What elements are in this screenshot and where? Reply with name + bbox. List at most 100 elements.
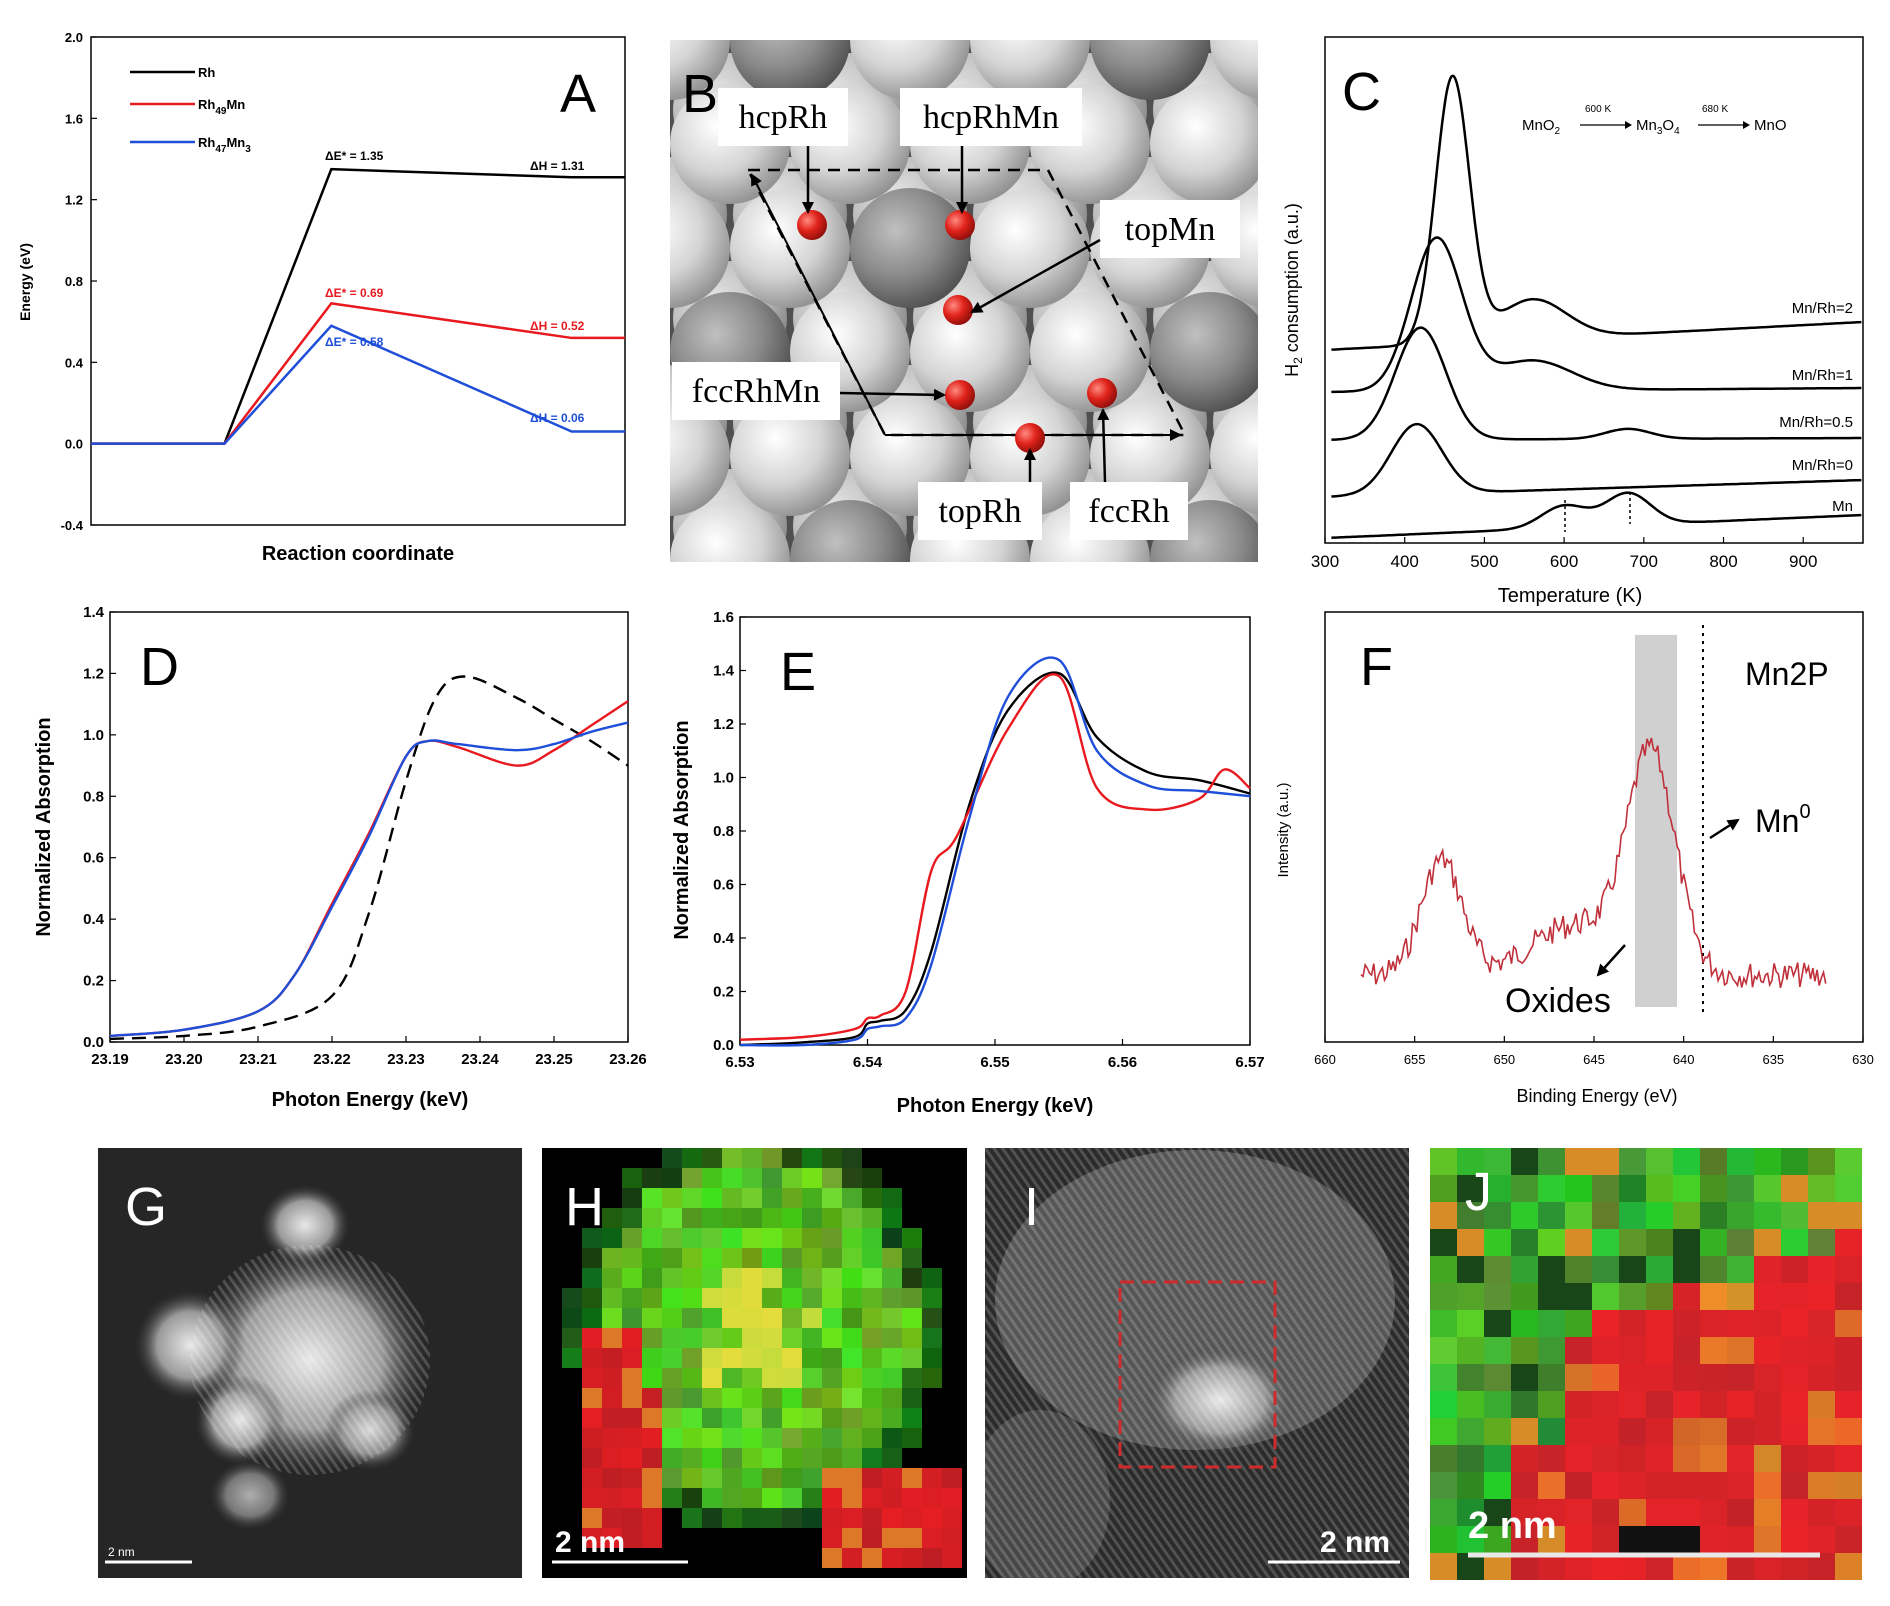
site-top-rh xyxy=(1015,423,1045,453)
substrate-atom-rh xyxy=(1030,292,1150,412)
map-pixel xyxy=(762,1268,782,1288)
map-pixel xyxy=(1430,1229,1457,1256)
map-pixel xyxy=(702,1308,722,1328)
map-pixel xyxy=(1835,1229,1862,1256)
panel-d-ytick-label: 1.4 xyxy=(83,604,105,621)
map-pixel xyxy=(1430,1526,1457,1553)
map-pixel xyxy=(722,1228,742,1248)
map-pixel xyxy=(1781,1499,1808,1526)
map-pixel xyxy=(1727,1202,1754,1229)
map-pixel xyxy=(662,1248,682,1268)
map-pixel xyxy=(1808,1175,1835,1202)
arrow-oxides xyxy=(1596,944,1626,977)
map-pixel xyxy=(1457,1337,1484,1364)
map-pixel xyxy=(702,1388,722,1408)
map-pixel xyxy=(1727,1337,1754,1364)
map-pixel xyxy=(862,1348,882,1368)
panel-e-letter: E xyxy=(780,642,816,702)
map-pixel xyxy=(642,1528,662,1548)
map-pixel xyxy=(742,1468,762,1488)
map-pixel xyxy=(882,1428,902,1448)
map-pixel xyxy=(722,1248,742,1268)
map-pixel xyxy=(682,1208,702,1228)
map-pixel xyxy=(1592,1445,1619,1472)
map-pixel xyxy=(622,1228,642,1248)
map-pixel xyxy=(1646,1364,1673,1391)
map-pixel xyxy=(662,1288,682,1308)
map-pixel xyxy=(1511,1391,1538,1418)
substrate-atom-rh xyxy=(670,396,730,516)
panel-c-xlabel: Temperature (K) xyxy=(1498,585,1643,607)
map-pixel xyxy=(1646,1229,1673,1256)
map-pixel xyxy=(922,1488,942,1508)
map-pixel xyxy=(802,1348,822,1368)
map-pixel xyxy=(842,1488,862,1508)
map-pixel xyxy=(1484,1445,1511,1472)
cell-vector-b xyxy=(751,173,886,436)
map-pixel xyxy=(1457,1202,1484,1229)
map-pixel xyxy=(602,1248,622,1268)
reaction-mno: MnO xyxy=(1754,117,1787,134)
panel-a-ytick-label: 0.0 xyxy=(65,437,83,452)
panel-d-xtick-label: 23.26 xyxy=(609,1051,647,1068)
map-pixel xyxy=(662,1148,682,1168)
map-pixel xyxy=(922,1548,942,1568)
map-pixel xyxy=(1808,1229,1835,1256)
map-pixel xyxy=(722,1348,742,1368)
map-pixel xyxy=(622,1348,642,1368)
map-pixel xyxy=(602,1448,622,1468)
substrate-atom-lower xyxy=(1333,157,1447,271)
map-pixel xyxy=(702,1228,722,1248)
map-pixel xyxy=(922,1468,942,1488)
arrow-mn0 xyxy=(1709,818,1740,840)
map-pixel xyxy=(782,1348,802,1368)
map-pixel xyxy=(1538,1445,1565,1472)
map-pixel xyxy=(642,1348,662,1368)
map-pixel xyxy=(702,1468,722,1488)
map-pixel xyxy=(1538,1283,1565,1310)
map-pixel xyxy=(582,1348,602,1368)
map-pixel xyxy=(942,1488,962,1508)
map-pixel xyxy=(862,1188,882,1208)
map-pixel xyxy=(882,1268,902,1288)
substrate-atom-rh xyxy=(910,292,1030,412)
label-topmn: topMn xyxy=(1125,211,1216,248)
map-pixel xyxy=(1835,1391,1862,1418)
map-pixel xyxy=(882,1508,902,1528)
map-pixel xyxy=(842,1268,862,1288)
map-pixel xyxy=(822,1388,842,1408)
map-pixel xyxy=(682,1388,702,1408)
site-top-mn xyxy=(943,295,973,325)
tpr-curve-mnrh1 xyxy=(1331,236,1862,394)
map-pixel xyxy=(1592,1337,1619,1364)
map-pixel xyxy=(742,1308,762,1328)
map-pixel xyxy=(1619,1445,1646,1472)
map-pixel xyxy=(902,1368,922,1388)
map-pixel xyxy=(1511,1472,1538,1499)
map-pixel xyxy=(1592,1418,1619,1445)
substrate-atom-rh xyxy=(1390,84,1510,204)
label-box-hcprhmn xyxy=(900,88,1082,146)
map-pixel xyxy=(582,1428,602,1448)
map-pixel xyxy=(1754,1337,1781,1364)
site-fcc-rh xyxy=(1087,378,1117,408)
map-pixel xyxy=(702,1288,722,1308)
map-pixel xyxy=(1700,1148,1727,1175)
tpr-curve-mnrh2 xyxy=(1331,74,1862,351)
substrate-atom-lower xyxy=(553,677,667,791)
panel-e-ytick-label: 1.4 xyxy=(713,663,735,680)
map-pixel xyxy=(1511,1256,1538,1283)
panel-j: J 2 nm xyxy=(1430,1148,1862,1580)
map-pixel xyxy=(1700,1175,1727,1202)
map-pixel xyxy=(782,1148,802,1168)
map-pixel xyxy=(642,1488,662,1508)
map-pixel xyxy=(1646,1310,1673,1337)
reaction-t1: 600 K xyxy=(1585,104,1611,115)
map-pixel xyxy=(1484,1283,1511,1310)
map-pixel xyxy=(882,1308,902,1328)
map-pixel xyxy=(1565,1418,1592,1445)
map-pixel xyxy=(782,1448,802,1468)
map-pixel xyxy=(1754,1445,1781,1472)
map-pixel xyxy=(1511,1526,1538,1553)
map-pixel xyxy=(1646,1175,1673,1202)
